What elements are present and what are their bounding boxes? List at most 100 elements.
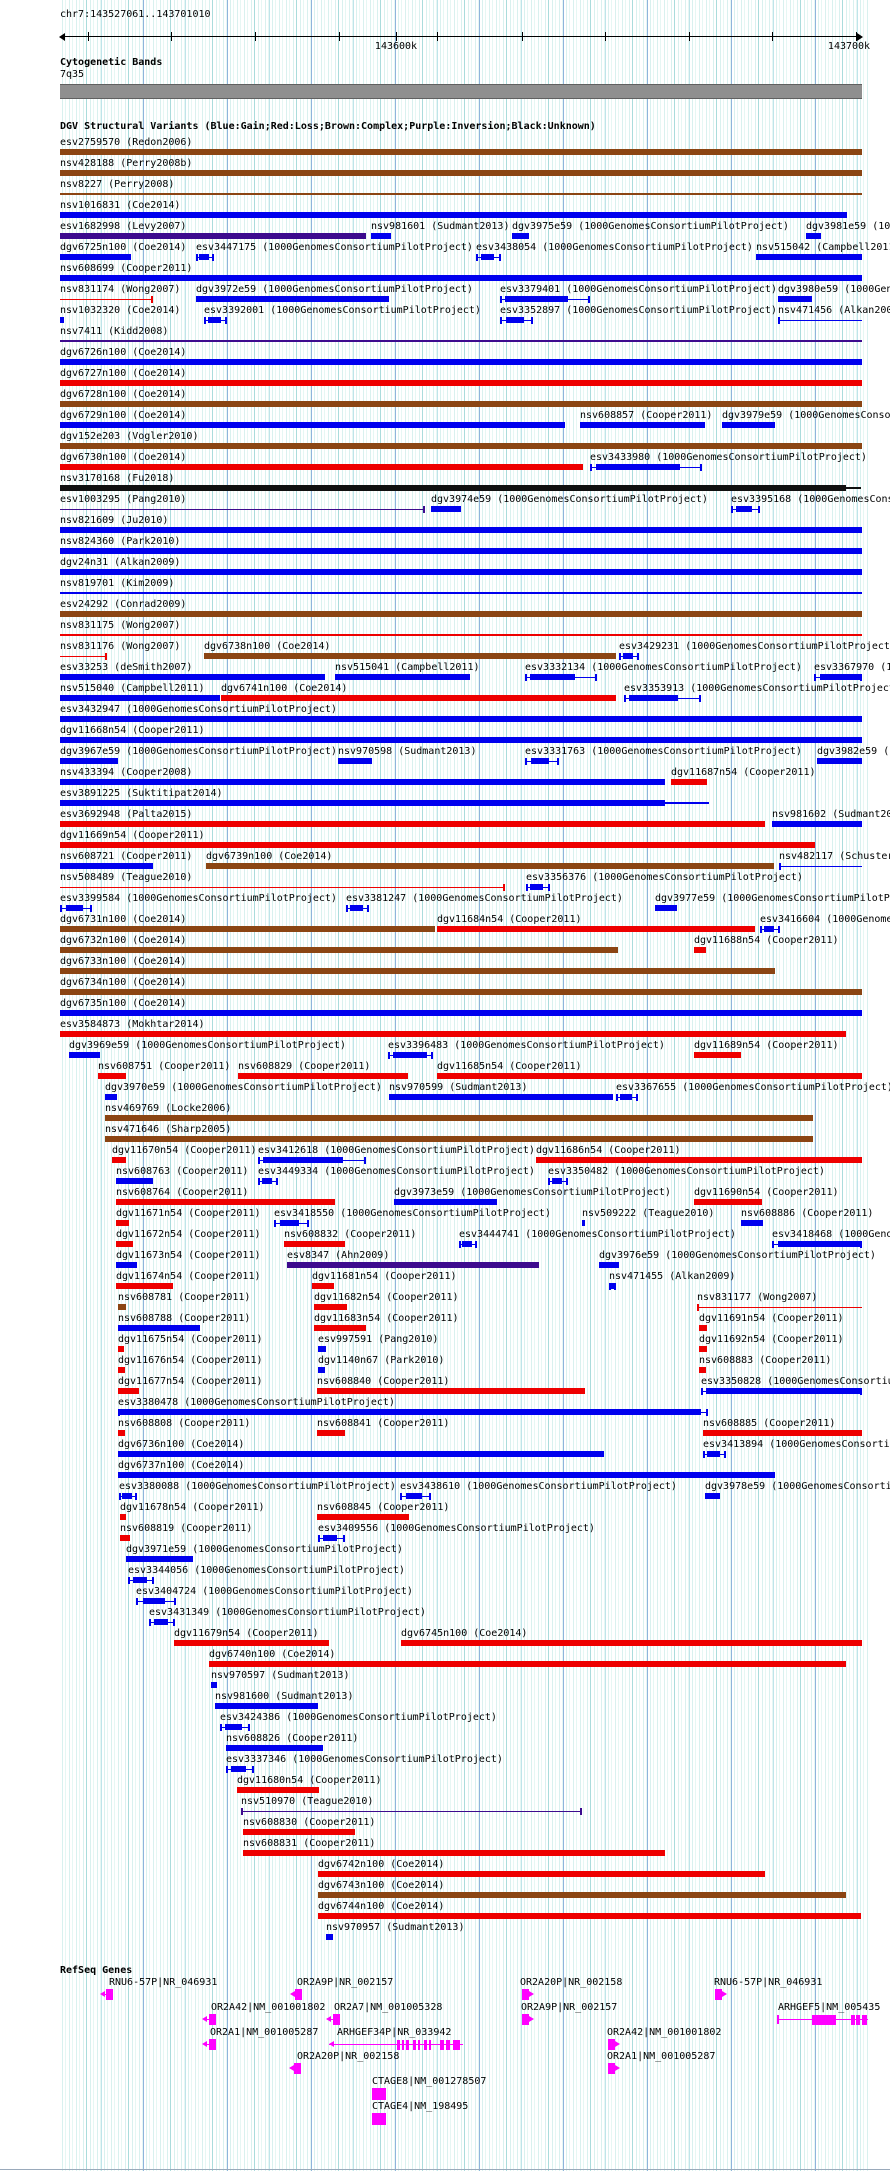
variant-bar[interactable] <box>105 1136 813 1142</box>
variant-thin-line[interactable] <box>60 634 862 636</box>
gene-exon-box[interactable] <box>333 2014 340 2025</box>
variant-bar[interactable] <box>772 821 862 827</box>
variant-bar[interactable] <box>116 1220 129 1226</box>
variant-bar[interactable] <box>60 275 862 281</box>
gene-exon-box[interactable] <box>856 2015 860 2025</box>
variant-bar[interactable] <box>116 1178 153 1184</box>
variant-bar[interactable] <box>118 1430 125 1436</box>
variant-bar[interactable] <box>60 401 862 407</box>
variant-bar[interactable] <box>231 1766 247 1772</box>
variant-bar[interactable] <box>60 464 583 470</box>
variant-bar[interactable] <box>610 1283 615 1289</box>
variant-bar[interactable] <box>437 1073 862 1079</box>
variant-bar[interactable] <box>394 1199 497 1205</box>
variant-bar[interactable] <box>122 1493 132 1499</box>
variant-bar[interactable] <box>736 506 752 512</box>
variant-bar[interactable] <box>215 1703 318 1709</box>
gene-exon-box[interactable] <box>522 2014 529 2025</box>
variant-bar[interactable] <box>116 1262 137 1268</box>
gene-exon-box[interactable] <box>106 1989 113 2000</box>
variant-bar[interactable] <box>707 1451 720 1457</box>
gene-exon-box[interactable] <box>608 2063 615 2074</box>
gene-exon-box[interactable] <box>295 1989 302 2000</box>
variant-bar[interactable] <box>60 170 862 176</box>
variant-bar[interactable] <box>505 296 568 302</box>
cytoband-bar[interactable] <box>60 84 862 99</box>
variant-bar[interactable] <box>153 1619 168 1625</box>
variant-bar[interactable] <box>60 569 862 575</box>
variant-bar[interactable] <box>116 1241 133 1247</box>
variant-bar[interactable] <box>243 1850 665 1856</box>
variant-bar[interactable] <box>318 1346 326 1352</box>
variant-bar[interactable] <box>722 422 775 428</box>
variant-bar[interactable] <box>126 1556 193 1562</box>
variant-bar[interactable] <box>60 212 847 218</box>
variant-bar[interactable] <box>599 1262 619 1268</box>
variant-bar[interactable] <box>531 758 550 764</box>
variant-line[interactable] <box>60 509 425 510</box>
variant-bar[interactable] <box>318 1367 325 1373</box>
variant-bar[interactable] <box>318 1913 861 1919</box>
variant-bar[interactable] <box>694 1199 762 1205</box>
variant-thin-line[interactable] <box>60 193 862 195</box>
variant-bar[interactable] <box>317 1388 585 1394</box>
variant-bar[interactable] <box>512 233 529 239</box>
variant-line[interactable] <box>778 320 862 321</box>
variant-bar[interactable] <box>60 674 325 680</box>
variant-bar[interactable] <box>280 1220 300 1226</box>
variant-bar[interactable] <box>60 1031 846 1037</box>
variant-bar[interactable] <box>706 1388 862 1394</box>
gene-exon-box[interactable] <box>294 2063 301 2074</box>
variant-bar[interactable] <box>237 1787 319 1793</box>
variant-bar[interactable] <box>243 1829 355 1835</box>
variant-bar[interactable] <box>60 989 862 995</box>
variant-bar[interactable] <box>694 947 706 953</box>
variant-bar[interactable] <box>312 1283 334 1289</box>
variant-bar[interactable] <box>60 422 565 428</box>
variant-bar[interactable] <box>120 1514 126 1520</box>
variant-bar[interactable] <box>60 863 153 869</box>
variant-bar[interactable] <box>118 1304 126 1310</box>
variant-bar[interactable] <box>60 233 366 239</box>
variant-bar[interactable] <box>622 653 634 659</box>
variant-bar[interactable] <box>60 359 862 365</box>
variant-bar[interactable] <box>238 1073 408 1079</box>
variant-bar[interactable] <box>763 926 775 932</box>
variant-bar[interactable] <box>60 380 862 386</box>
variant-bar[interactable] <box>204 653 616 659</box>
variant-bar[interactable] <box>401 1640 862 1646</box>
gene-exon-box[interactable] <box>418 2040 420 2050</box>
variant-bar[interactable] <box>318 1871 765 1877</box>
variant-bar[interactable] <box>118 1367 125 1373</box>
gene-exon-box[interactable] <box>424 2040 427 2050</box>
variant-bar[interactable] <box>226 1745 323 1751</box>
variant-bar[interactable] <box>196 296 389 302</box>
variant-bar[interactable] <box>208 317 221 323</box>
variant-bar[interactable] <box>551 1178 563 1184</box>
variant-bar[interactable] <box>261 1178 273 1184</box>
gene-exon-box[interactable] <box>209 2039 216 2050</box>
variant-bar[interactable] <box>132 1577 147 1583</box>
gene-exon-box[interactable] <box>715 1989 722 2000</box>
variant-bar[interactable] <box>60 1010 862 1016</box>
variant-bar[interactable] <box>699 1325 707 1331</box>
variant-bar[interactable] <box>756 254 862 260</box>
variant-bar[interactable] <box>118 1325 200 1331</box>
variant-bar[interactable] <box>694 1052 741 1058</box>
variant-bar[interactable] <box>437 926 755 932</box>
variant-bar[interactable] <box>98 1073 126 1079</box>
variant-bar[interactable] <box>530 884 544 890</box>
gene-exon-box[interactable] <box>372 2113 386 2125</box>
variant-bar[interactable] <box>174 1640 329 1646</box>
variant-bar[interactable] <box>118 1388 139 1394</box>
gene-exon-box[interactable] <box>406 2040 409 2050</box>
variant-bar[interactable] <box>655 905 677 911</box>
gene-exon-box[interactable] <box>446 2040 450 2050</box>
variant-bar[interactable] <box>318 1892 846 1898</box>
variant-bar[interactable] <box>60 779 665 785</box>
variant-bar[interactable] <box>431 506 461 512</box>
variant-bar[interactable] <box>116 1283 173 1289</box>
variant-bar[interactable] <box>209 1661 846 1667</box>
variant-bar[interactable] <box>480 254 494 260</box>
variant-bar[interactable] <box>619 1094 632 1100</box>
